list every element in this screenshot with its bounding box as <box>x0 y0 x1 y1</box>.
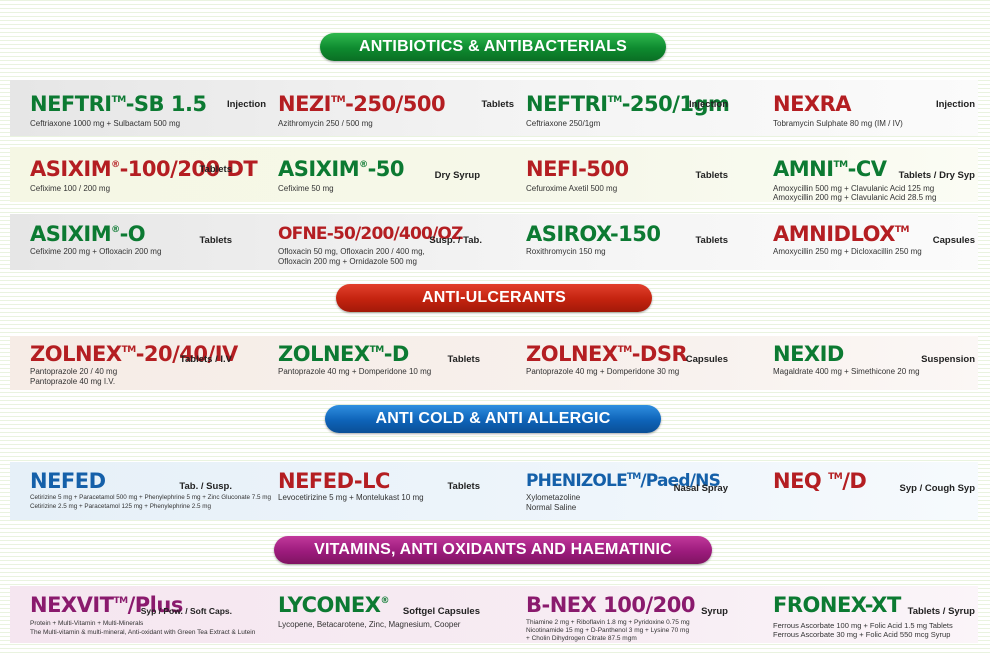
product-form: Tablets / I.V <box>179 354 232 365</box>
product-composition: Pantoprazole 40 mg + Domperidone 10 mg <box>278 367 432 376</box>
section-title: ANTIBIOTICS & ANTIBACTERIALS <box>358 38 628 55</box>
product-form: Tablets <box>695 170 728 181</box>
product-composition: Amoxycillin 250 mg + Dicloxacillin 250 m… <box>773 247 922 256</box>
product-composition: Pantoprazole 20 / 40 mg <box>30 367 118 376</box>
product-composition: Thiamine 2 mg + Riboflavin 1.8 mg + Pyri… <box>526 619 690 626</box>
product-composition: Ceftriaxone 1000 mg + Sulbactam 500 mg <box>30 119 181 128</box>
product-form: Tablets <box>481 99 514 110</box>
product-form: Syrup <box>701 606 728 617</box>
product-name: NEFED <box>30 469 106 493</box>
product-form: Softgel Capsules <box>402 606 480 617</box>
product-form: Capsules <box>685 354 728 365</box>
product-composition: Cefixime 50 mg <box>278 184 334 193</box>
product-composition: Ofloxacin 50 mg, Ofloxacin 200 / 400 mg, <box>278 247 425 256</box>
product-row-5 <box>10 462 978 520</box>
product-form: Tablets <box>199 164 232 175</box>
product-name: LYCONEX® <box>278 593 389 617</box>
product-composition: + Cholin Dihydrogen Citrate 87.5 mgm <box>526 635 637 642</box>
product-composition: Levocetirizine 5 mg + Montelukast 10 mg <box>278 493 424 502</box>
product-composition: Cetirizine 5 mg + Paracetamol 500 mg + P… <box>30 494 271 501</box>
product-form: Syp / Pow. / Soft Caps. <box>140 606 232 616</box>
section-header-antibiotics: ANTIBIOTICS & ANTIBACTERIALS <box>320 33 666 61</box>
product-name: OFNE-50/200/400/OZ <box>278 224 463 244</box>
product-composition: Cefixime 100 / 200 mg <box>30 184 111 193</box>
product-name: B-NEX 100/200 <box>526 593 696 617</box>
product-composition: Amoxycillin 500 mg + Clavulanic Acid 125… <box>773 184 935 193</box>
product-form: Injection <box>688 99 728 110</box>
product-composition: Roxithromycin 150 mg <box>526 247 606 256</box>
product-form: Nasal Spray <box>673 483 728 494</box>
product-composition: Pantoprazole 40 mg + Domperidone 30 mg <box>526 367 680 376</box>
product-name: NEFI-500 <box>526 157 629 181</box>
section-header-antiulcerants: ANTI-ULCERANTS <box>336 284 652 312</box>
product-name: NEQ TM/D <box>773 469 867 493</box>
product-name: NEXRA <box>773 92 852 116</box>
section-title: ANTI COLD & ANTI ALLERGIC <box>375 410 611 427</box>
product-composition: Ceftriaxone 250/1gm <box>526 119 601 128</box>
product-row-1 <box>10 80 978 136</box>
product-composition: Lycopene, Betacarotene, Zinc, Magnesium,… <box>278 620 461 629</box>
product-composition: Ferrous Ascorbate 30 mg + Folic Acid 550… <box>773 630 951 639</box>
product-name: PHENIZOLETM/Paed/NS <box>526 471 721 491</box>
product-composition: The Multi-vitamin & multi-mineral, Anti-… <box>30 629 256 636</box>
product-form: Tablets / Dry Syp <box>898 170 975 181</box>
product-composition: Magaldrate 400 mg + Simethicone 20 mg <box>773 367 920 376</box>
product-form: Syp / Cough Syp <box>899 483 975 494</box>
product-composition: Azithromycin 250 / 500 mg <box>278 119 373 128</box>
product-composition: Protein + Multi-Vitamin + Multi-Minerals <box>30 620 144 627</box>
product-form: Injection <box>226 99 266 110</box>
product-form: Tablets <box>199 235 232 246</box>
product-row-4 <box>10 336 978 390</box>
product-name: NEXVITTM/Plus <box>30 593 183 617</box>
product-composition: Cefixime 200 mg + Ofloxacin 200 mg <box>30 247 162 256</box>
product-composition: Ofloxacin 200 mg + Ornidazole 500 mg <box>278 257 417 266</box>
product-form: Susp. / Tab. <box>429 235 482 246</box>
product-composition: Xylometazoline <box>526 493 581 502</box>
product-form: Tablets <box>447 354 480 365</box>
product-composition: Pantoprazole 40 mg I.V. <box>30 377 116 386</box>
product-composition: Cetirizine 2.5 mg + Paracetamol 125 mg +… <box>30 503 211 510</box>
product-form: Suspension <box>921 354 975 365</box>
product-name: ZOLNEXTM-D <box>278 342 409 366</box>
product-name: ASIROX-150 <box>526 222 661 246</box>
product-name: NEZITM-250/500 <box>278 92 446 116</box>
product-composition: Cefuroxime Axetil 500 mg <box>526 184 618 193</box>
product-row-2 <box>10 147 978 202</box>
product-name: FRONEX-XT <box>773 593 901 617</box>
product-name: ASIXIM®-O <box>30 222 146 246</box>
product-row-3 <box>10 214 978 270</box>
product-composition: Nicotinamide 15 mg + D-Panthenol 3 mg + … <box>526 627 690 634</box>
section-title: VITAMINS, ANTI OXIDANTS AND HAEMATINIC <box>314 541 672 558</box>
section-title: ANTI-ULCERANTS <box>421 289 567 306</box>
product-composition: Tobramycin Sulphate 80 mg (IM / IV) <box>773 119 903 128</box>
product-name: ZOLNEXTM-20/40/IV <box>30 342 238 366</box>
product-name: ASIXIM®-100/200 DT <box>30 157 258 181</box>
product-form: Tablets <box>695 235 728 246</box>
product-composition: Ferrous Ascorbate 100 mg + Folic Acid 1.… <box>773 621 953 630</box>
product-name: NEXID <box>773 342 844 366</box>
product-composition: Amoxycillin 200 mg + Clavulanic Acid 28.… <box>773 193 937 202</box>
product-form: Capsules <box>932 235 975 246</box>
product-name: ASIXIM®-50 <box>278 157 405 181</box>
product-name: NEFTRITM-SB 1.5 <box>30 92 207 116</box>
product-row-6 <box>10 586 978 643</box>
product-name: NEFED-LC <box>278 469 390 493</box>
product-name: AMNIDLOXTM <box>773 222 910 246</box>
section-header-vitamins: VITAMINS, ANTI OXIDANTS AND HAEMATINIC <box>274 536 712 564</box>
section-header-anticold: ANTI COLD & ANTI ALLERGIC <box>325 405 661 433</box>
product-form: Injection <box>935 99 975 110</box>
product-name: NEFTRITM-250/1gm <box>526 92 730 116</box>
product-composition: Normal Saline <box>526 503 577 512</box>
product-form: Dry Syrup <box>434 170 480 181</box>
product-form: Tablets <box>447 481 480 492</box>
product-form: Tablets / Syrup <box>907 606 975 617</box>
product-name: AMNITM-CV <box>773 157 887 181</box>
product-form: Tab. / Susp. <box>179 481 232 492</box>
product-name: ZOLNEXTM-DSR <box>526 342 688 366</box>
